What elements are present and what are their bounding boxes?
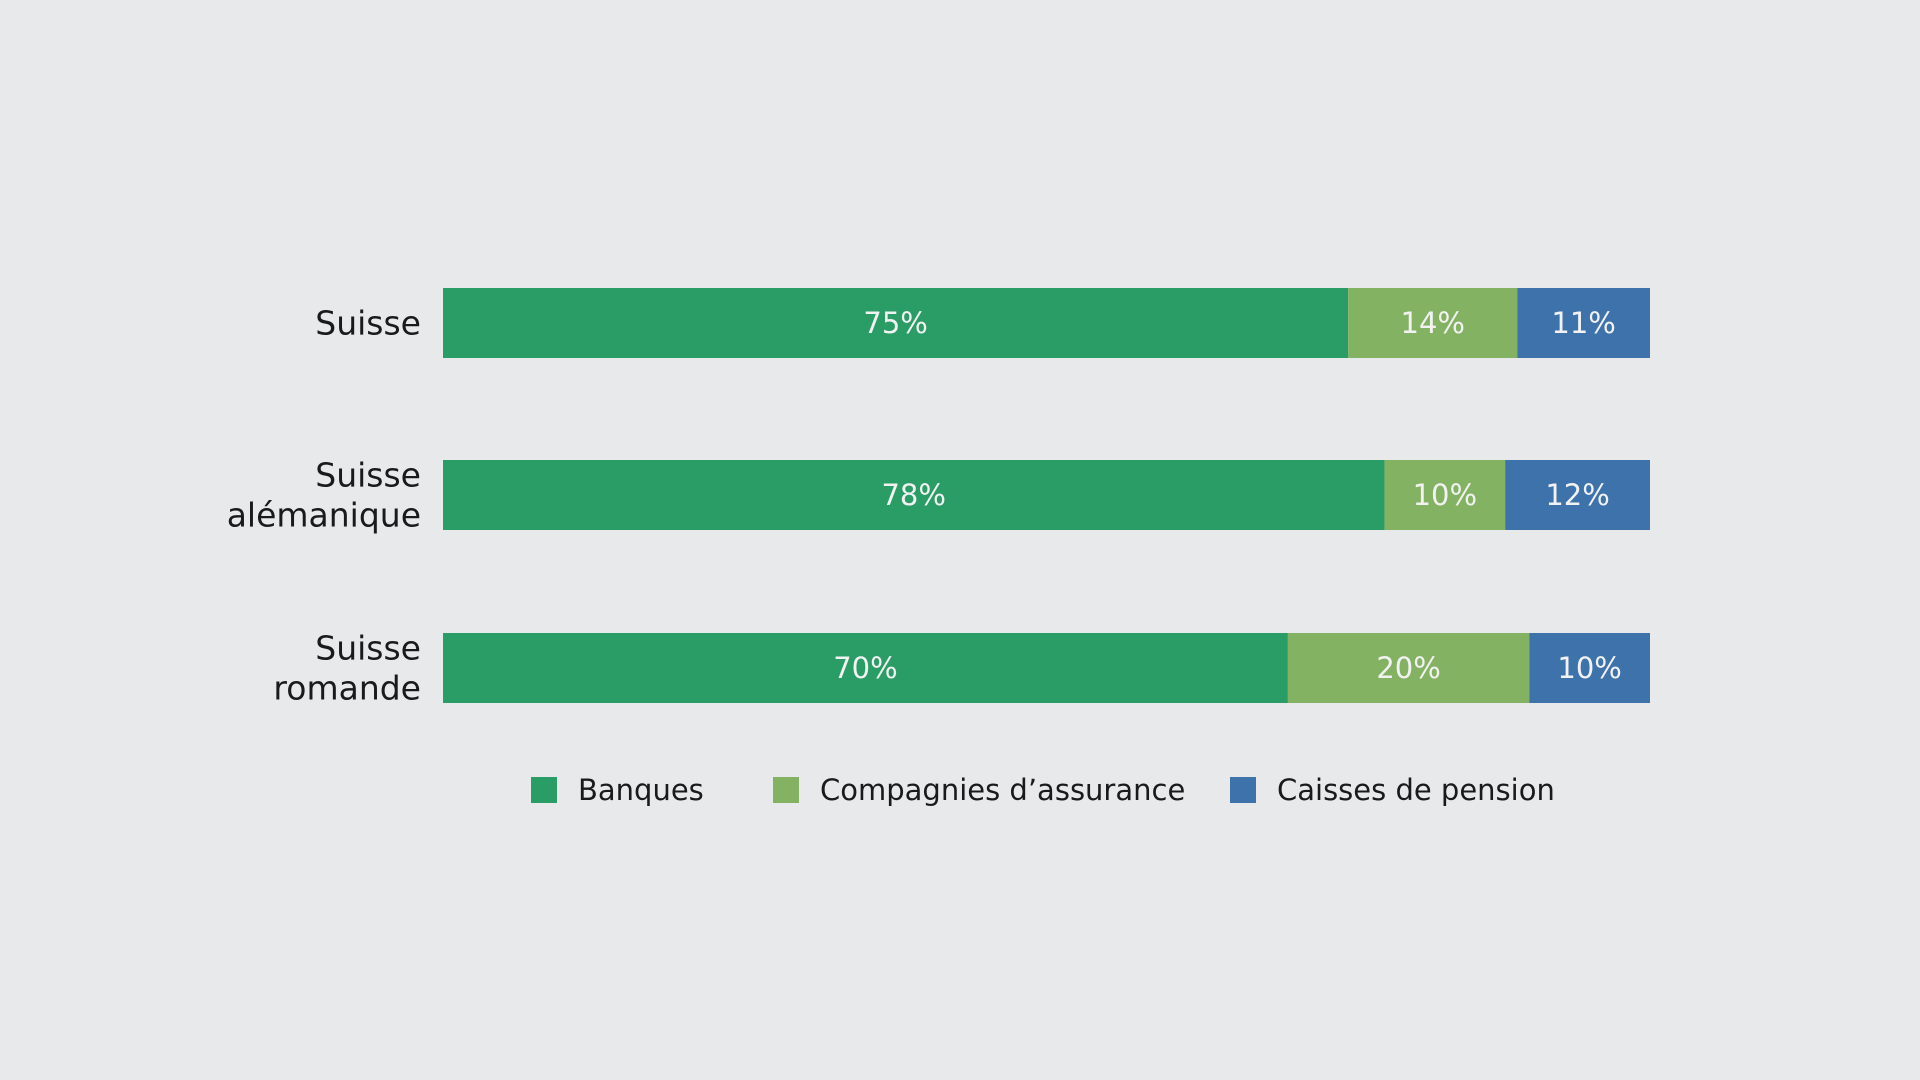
- data-label-suisse-romande-compagnies-d-assurance: 20%: [1376, 651, 1440, 685]
- legend-swatch-compagnies-d-assurance: [773, 777, 799, 803]
- data-label-suisse-alemanique-caisses-de-pension: 12%: [1545, 478, 1609, 512]
- data-label-suisse-alemanique-compagnies-d-assurance: 10%: [1413, 478, 1477, 512]
- category-label-suisse-romande-line-2: romande: [273, 669, 421, 708]
- bar-segment-suisse-alemanique-compagnies-d-assurance: [1384, 460, 1506, 530]
- category-label-suisse-line-1: Suisse: [315, 304, 421, 343]
- legend-swatch-caisses-de-pension: [1230, 777, 1256, 803]
- legend-label-caisses-de-pension: Caisses de pension: [1277, 773, 1555, 807]
- legend: Banques Compagnies d’assurance Caisses de …: [531, 773, 1555, 807]
- bar-segment-suisse-compagnies-d-assurance: [1348, 288, 1518, 358]
- legend-label-compagnies-d-assurance: Compagnies d’assurance: [820, 773, 1185, 807]
- bar-segment-suisse-romande-compagnies-d-assurance: [1287, 633, 1530, 703]
- bar-area: 75% 14% 11% 78% 10% 12% 70% 20% 10%: [443, 288, 1650, 703]
- bar-segment-suisse-banques: [443, 288, 1349, 358]
- data-label-suisse-alemanique-banques: 78%: [881, 478, 945, 512]
- data-label-suisse-romande-caisses-de-pension: 10%: [1557, 651, 1621, 685]
- category-label-suisse-alemanique-line-1: Suisse: [315, 456, 421, 495]
- category-label-suisse-alemanique-line-2: alémanique: [227, 496, 421, 535]
- bar-segment-suisse-caisses-de-pension: [1517, 288, 1650, 358]
- data-label-suisse-romande-banques: 70%: [833, 651, 897, 685]
- bar-segment-suisse-alemanique-banques: [443, 460, 1385, 530]
- category-label-suisse-romande-line-1: Suisse: [315, 629, 421, 668]
- bar-segment-suisse-romande-caisses-de-pension: [1529, 633, 1650, 703]
- data-label-suisse-compagnies-d-assurance: 14%: [1401, 306, 1465, 340]
- bar-segment-suisse-romande-banques: [443, 633, 1288, 703]
- legend-label-banques: Banques: [578, 773, 704, 807]
- legend-swatch-banques: [531, 777, 557, 803]
- data-label-suisse-banques: 75%: [863, 306, 927, 340]
- data-label-suisse-caisses-de-pension: 11%: [1551, 306, 1615, 340]
- bar-segment-suisse-alemanique-caisses-de-pension: [1505, 460, 1650, 530]
